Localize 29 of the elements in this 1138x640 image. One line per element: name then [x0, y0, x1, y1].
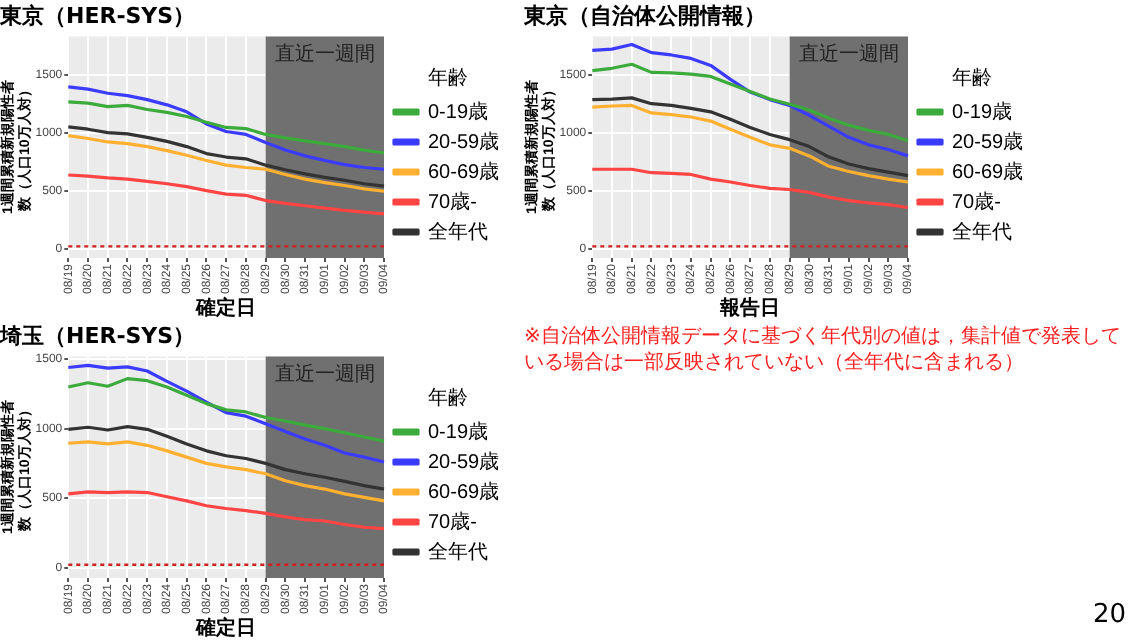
chart-title: 東京（自治体公開情報） [522, 2, 766, 29]
legend-label: 20-59歳 [428, 449, 500, 474]
legend-title: 年齢 [428, 65, 468, 90]
legend-label: 0-19歳 [428, 419, 489, 444]
legend-title: 年齢 [952, 65, 992, 90]
legend-label: 全年代 [428, 219, 488, 244]
x-axis-title: 確定日 [194, 295, 257, 320]
text: 20 [1092, 599, 1126, 632]
legend-label: 0-19歳 [428, 99, 489, 124]
x-axis-title: 報告日 [718, 295, 781, 320]
legend-label: 全年代 [428, 539, 488, 564]
legend-label: 60-69歳 [952, 159, 1024, 184]
band-label: 直近一週間 [274, 361, 375, 386]
chart-title: 埼玉（HER-SYS） [0, 322, 196, 349]
legend-label: 70歳- [428, 509, 477, 534]
legend-label: 60-69歳 [428, 479, 500, 504]
band-label: 直近一週間 [274, 41, 375, 66]
text: ※自治体公開情報データに基づく年代別の値は，集計値で発表している場合は一部反映されていない（全年代に含まれる） [524, 326, 1123, 376]
legend-label: 60-69歳 [428, 159, 500, 184]
legend-label: 0-19歳 [952, 99, 1013, 124]
legend-label: 70歳- [952, 189, 1001, 214]
legend-label: 20-59歳 [428, 129, 500, 154]
legend-label: 20-59歳 [952, 129, 1024, 154]
chart-title: 東京（HER-SYS） [0, 2, 196, 29]
band-label: 直近一週間 [798, 41, 899, 66]
legend-label: 70歳- [428, 189, 477, 214]
legend-title: 年齢 [428, 385, 468, 410]
x-axis-title: 確定日 [194, 615, 257, 640]
legend-label: 全年代 [952, 219, 1012, 244]
